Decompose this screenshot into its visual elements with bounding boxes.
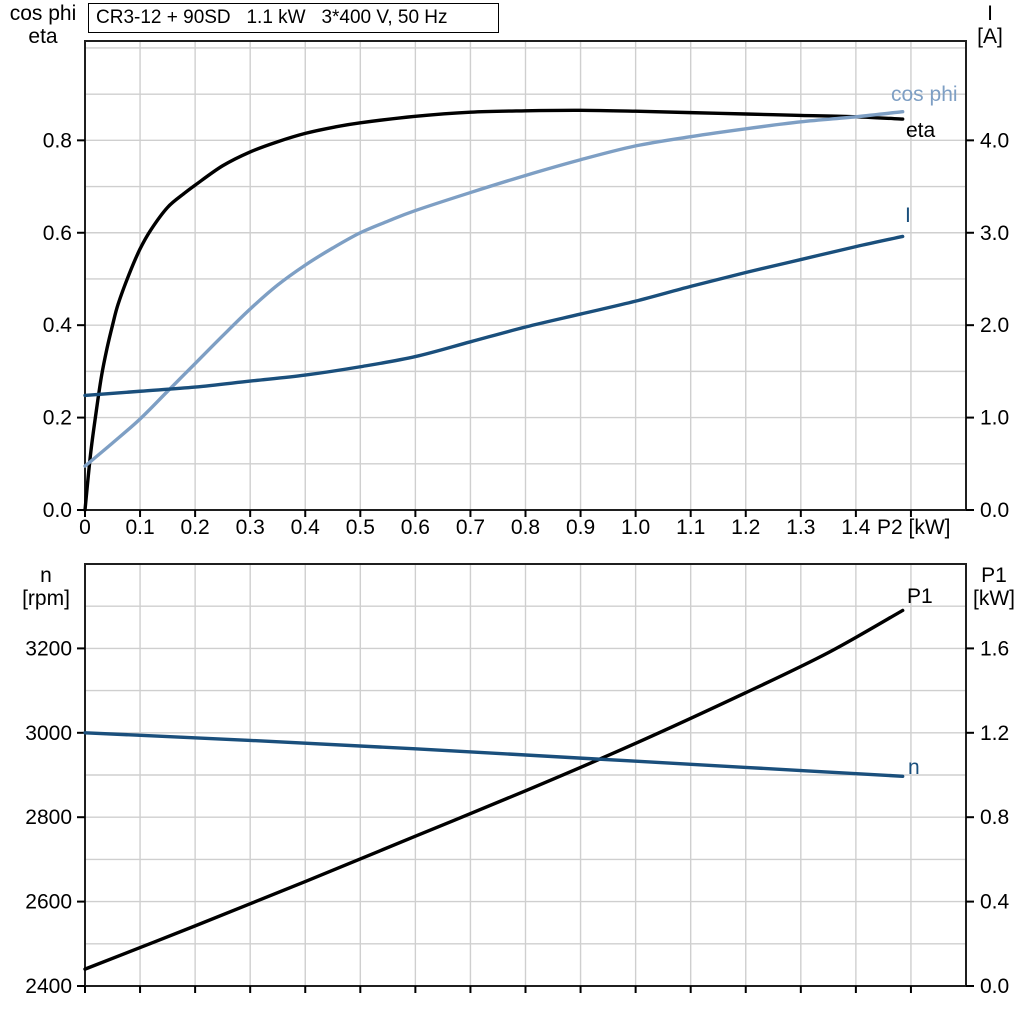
y-left-tick-label: 2800 xyxy=(25,806,72,829)
x-tick-label: 1.0 xyxy=(621,516,650,539)
y-right-tick-label: 4.0 xyxy=(980,129,1009,152)
y-left-axis-header: cos phi xyxy=(10,2,77,25)
curve-eta xyxy=(83,108,905,512)
y-right-axis-header: [A] xyxy=(977,25,1003,48)
y-left-axis-header: eta xyxy=(28,25,58,48)
y-right-axis-header: [kW] xyxy=(973,587,1015,610)
y-left-tick-label: 0.2 xyxy=(43,407,72,430)
curve-cos_phi xyxy=(83,110,905,468)
y-right-tick-label: 1.0 xyxy=(980,407,1009,430)
x-tick-label: 0 xyxy=(79,516,91,539)
x-tick-label: 1.3 xyxy=(786,516,815,539)
y-left-tick-label: 3200 xyxy=(25,637,72,660)
y-right-tick-label: 0.8 xyxy=(980,806,1009,829)
curve-n xyxy=(83,731,905,778)
y-left-axis-header: [rpm] xyxy=(22,587,70,610)
x-tick-label: 0.1 xyxy=(125,516,154,539)
y-left-axis-header: n xyxy=(40,564,52,587)
x-tick-label: 0.2 xyxy=(181,516,210,539)
x-axis-title: P2 [kW] xyxy=(877,516,951,539)
y-right-tick-label: 1.2 xyxy=(980,722,1009,745)
y-left-tick-label: 0.4 xyxy=(43,314,73,337)
y-left-tick-label: 0.8 xyxy=(43,129,72,152)
x-tick-label: 1.4 xyxy=(841,516,871,539)
y-left-tick-label: 3000 xyxy=(25,722,72,745)
curve-P1 xyxy=(83,608,905,971)
y-right-tick-label: 0.4 xyxy=(980,891,1010,914)
x-tick-label: 0.9 xyxy=(566,516,595,539)
chart-title-box: CR3-12 + 90SD 1.1 kW 3*400 V, 50 Hz xyxy=(88,3,499,33)
y-right-tick-label: 0.0 xyxy=(980,499,1009,522)
x-tick-label: 1.2 xyxy=(731,516,760,539)
y-left-tick-label: 0.6 xyxy=(43,222,72,245)
x-tick-label: 0.6 xyxy=(401,516,430,539)
y-right-tick-label: 2.0 xyxy=(980,314,1009,337)
y-right-tick-label: 1.6 xyxy=(980,637,1009,660)
x-tick-label: 0.5 xyxy=(346,516,375,539)
x-tick-label: 1.1 xyxy=(676,516,705,539)
curve-I xyxy=(83,234,905,398)
x-tick-label: 0.7 xyxy=(456,516,485,539)
x-tick-label: 0.3 xyxy=(236,516,265,539)
x-tick-label: 0.8 xyxy=(511,516,540,539)
y-left-tick-label: 0.0 xyxy=(43,499,72,522)
curve-label-I: I xyxy=(905,204,911,227)
y-right-tick-label: 0.0 xyxy=(980,975,1009,998)
curve-label-n: n xyxy=(908,756,920,779)
curve-label-P1: P1 xyxy=(907,585,933,608)
y-left-tick-label: 2400 xyxy=(25,975,72,998)
curve-label-cos_phi: cos phi xyxy=(891,83,958,106)
y-right-axis-header: I xyxy=(987,2,993,25)
y-left-tick-label: 2600 xyxy=(25,891,72,914)
curve-label-eta: eta xyxy=(906,119,936,142)
y-right-axis-header: P1 xyxy=(981,564,1007,587)
y-right-tick-label: 3.0 xyxy=(980,222,1009,245)
x-tick-label: 0.4 xyxy=(291,516,321,539)
